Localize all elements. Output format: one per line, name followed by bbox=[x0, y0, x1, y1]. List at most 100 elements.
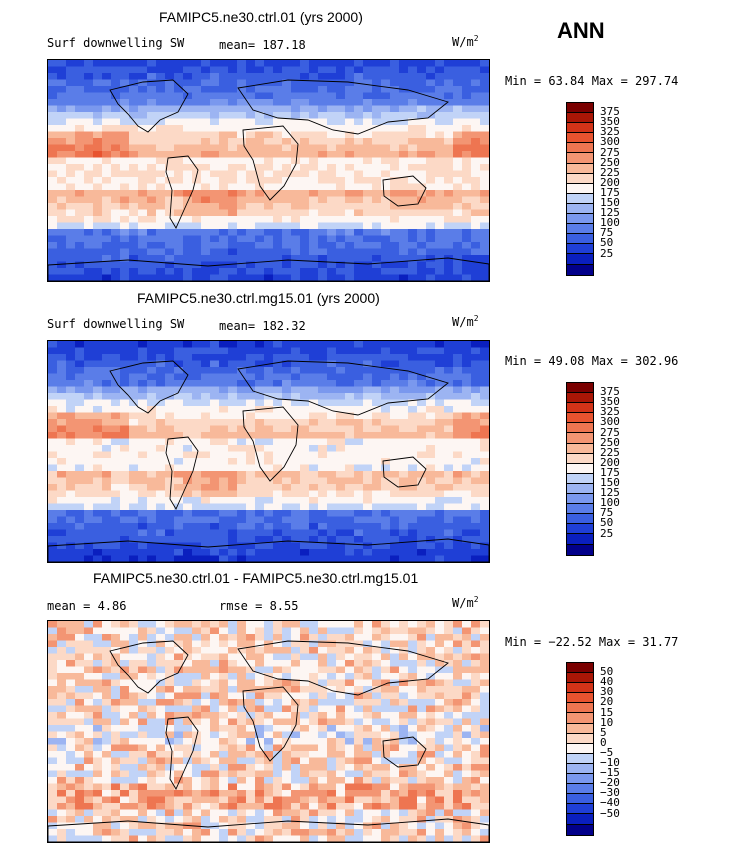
field-cell bbox=[327, 412, 337, 420]
field-cell bbox=[336, 640, 346, 648]
field-cell bbox=[471, 412, 481, 420]
field-cell bbox=[246, 660, 256, 668]
field-cell bbox=[318, 542, 328, 550]
field-cell bbox=[138, 229, 148, 237]
field-cell bbox=[93, 523, 103, 531]
field-cell bbox=[156, 248, 166, 256]
field-cell bbox=[408, 783, 418, 791]
field-cell bbox=[111, 536, 121, 544]
field-cell bbox=[327, 373, 337, 381]
field-cell bbox=[480, 229, 489, 237]
field-cell bbox=[93, 73, 103, 81]
field-cell bbox=[210, 203, 220, 211]
field-cell bbox=[480, 503, 489, 511]
field-cell bbox=[84, 738, 94, 746]
field-cell bbox=[255, 92, 265, 100]
field-cell bbox=[228, 79, 238, 87]
field-cell bbox=[399, 555, 409, 562]
field-cell bbox=[354, 92, 364, 100]
field-cell bbox=[318, 497, 328, 505]
field-cell bbox=[210, 640, 220, 648]
field-cell bbox=[210, 438, 220, 446]
field-cell bbox=[84, 484, 94, 492]
field-cell bbox=[417, 274, 427, 281]
field-cell bbox=[390, 248, 400, 256]
field-cell bbox=[129, 510, 139, 518]
field-cell bbox=[444, 764, 454, 772]
field-cell bbox=[408, 151, 418, 159]
field-cell bbox=[219, 393, 229, 401]
field-cell bbox=[138, 354, 148, 362]
field-cell bbox=[381, 99, 391, 107]
field-cell bbox=[399, 105, 409, 113]
field-cell bbox=[309, 386, 319, 394]
field-cell bbox=[228, 686, 238, 694]
colorbar-tick-label: 150 bbox=[600, 196, 620, 209]
field-cell bbox=[156, 399, 166, 407]
field-cell bbox=[309, 347, 319, 355]
field-cell bbox=[462, 99, 472, 107]
field-cell bbox=[129, 261, 139, 269]
field-cell bbox=[345, 542, 355, 550]
field-cell bbox=[228, 425, 238, 433]
field-cell bbox=[174, 744, 184, 752]
field-cell bbox=[471, 523, 481, 531]
field-cell bbox=[363, 190, 373, 198]
field-cell bbox=[273, 621, 283, 629]
field-cell bbox=[318, 490, 328, 498]
field-cell bbox=[138, 99, 148, 107]
field-cell bbox=[408, 432, 418, 440]
field-cell bbox=[57, 222, 67, 230]
field-cell bbox=[264, 380, 274, 388]
field-cell bbox=[147, 718, 157, 726]
field-cell bbox=[327, 503, 337, 511]
field-cell bbox=[138, 242, 148, 250]
field-cell bbox=[309, 490, 319, 498]
field-cell bbox=[417, 99, 427, 107]
field-cell bbox=[291, 131, 301, 139]
field-cell bbox=[480, 731, 489, 739]
field-cell bbox=[48, 477, 58, 485]
field-cell bbox=[363, 399, 373, 407]
field-cell bbox=[399, 406, 409, 414]
field-cell bbox=[192, 79, 202, 87]
field-cell bbox=[48, 255, 58, 263]
field-cell bbox=[273, 248, 283, 256]
colorbar-swatch bbox=[567, 544, 593, 555]
panel2-map bbox=[47, 340, 490, 563]
field-cell bbox=[75, 640, 85, 648]
field-cell bbox=[372, 764, 382, 772]
field-cell bbox=[246, 419, 256, 427]
field-cell bbox=[120, 471, 130, 479]
field-cell bbox=[192, 380, 202, 388]
field-cell bbox=[201, 66, 211, 74]
field-cell bbox=[471, 105, 481, 113]
field-cell bbox=[246, 432, 256, 440]
field-cell bbox=[48, 268, 58, 276]
field-cell bbox=[165, 699, 175, 707]
field-cell bbox=[381, 803, 391, 811]
field-cell bbox=[462, 92, 472, 100]
colorbar-tick-label: 275 bbox=[600, 425, 620, 439]
field-cell bbox=[480, 555, 489, 562]
field-cell bbox=[453, 660, 463, 668]
field-cell bbox=[318, 796, 328, 804]
field-cell bbox=[120, 203, 130, 211]
field-cell bbox=[219, 634, 229, 642]
field-cell bbox=[129, 725, 139, 733]
field-cell bbox=[300, 341, 310, 349]
field-cell bbox=[183, 125, 193, 133]
field-cell bbox=[462, 438, 472, 446]
field-cell bbox=[246, 274, 256, 281]
field-cell bbox=[174, 738, 184, 746]
field-cell bbox=[255, 536, 265, 544]
field-cell bbox=[129, 660, 139, 668]
field-cell bbox=[453, 183, 463, 191]
field-cell bbox=[471, 229, 481, 237]
field-cell bbox=[147, 458, 157, 466]
field-cell bbox=[183, 686, 193, 694]
field-cell bbox=[57, 829, 67, 837]
field-cell bbox=[192, 692, 202, 700]
field-cell bbox=[66, 151, 76, 159]
field-cell bbox=[156, 354, 166, 362]
